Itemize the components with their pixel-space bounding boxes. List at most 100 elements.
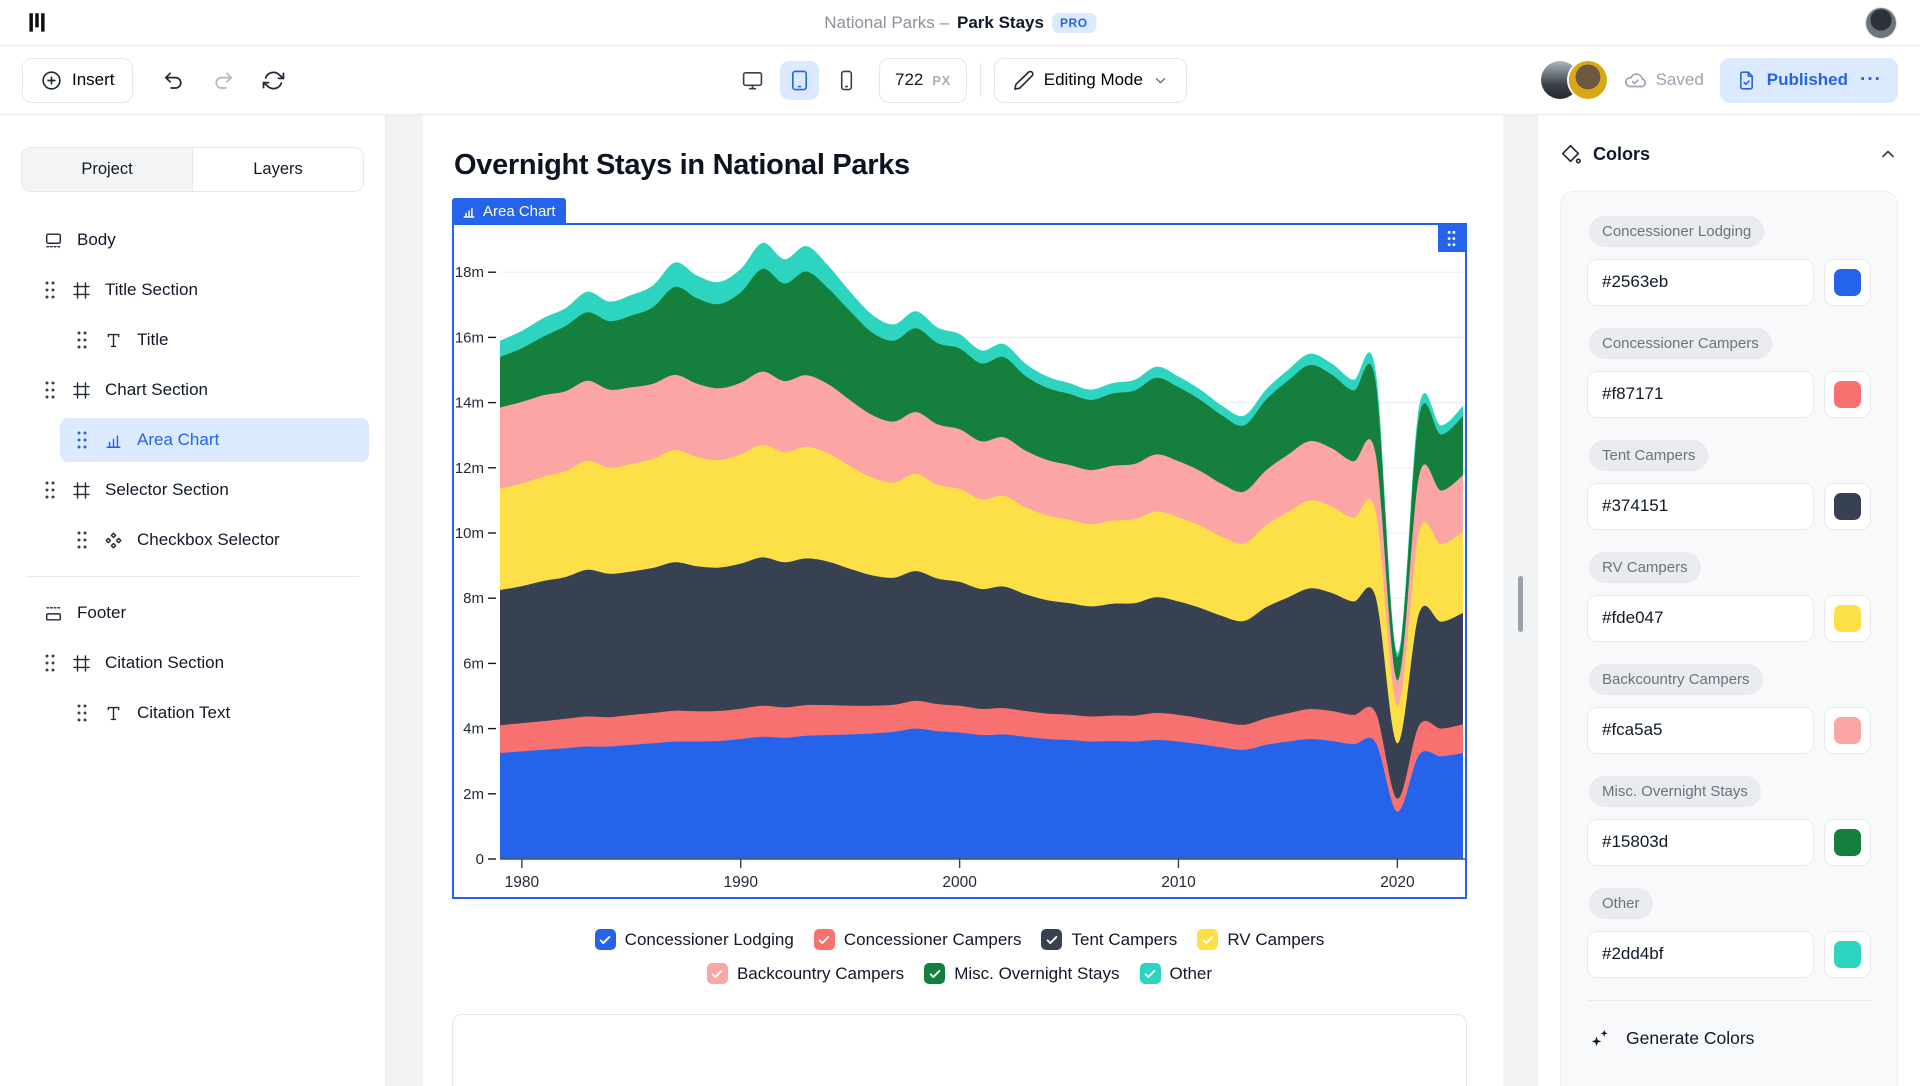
color-hex-input[interactable]: #15803d <box>1587 819 1814 866</box>
sidebar-item-selector-section[interactable]: Selector Section <box>28 468 369 512</box>
sidebar-item-area-chart[interactable]: Area Chart <box>60 418 369 462</box>
area-chart-block[interactable]: Area Chart 0 2m 4m 6m 8m 10m 12m 14m 16m 18m 1980 1… <box>452 198 1467 899</box>
drag-dots-icon[interactable] <box>76 530 88 550</box>
color-label-pill: Concessioner Campers <box>1589 328 1772 359</box>
editing-mode-dropdown[interactable]: Editing Mode <box>993 57 1187 103</box>
insert-button[interactable]: Insert <box>22 57 133 103</box>
sidebar-item-citation-section[interactable]: Citation Section <box>28 641 369 685</box>
app-logo-icon[interactable] <box>24 10 50 36</box>
canvas-width-input[interactable]: 722 PX <box>879 57 967 103</box>
color-swatch[interactable] <box>1824 595 1871 642</box>
color-chip <box>1834 605 1861 632</box>
legend-checkbox-concessioner-lodging[interactable]: Concessioner Lodging <box>594 929 794 950</box>
canvas-scrollbar[interactable] <box>1518 576 1523 632</box>
color-hex-input[interactable]: #2dd4bf <box>1587 931 1814 978</box>
color-label-pill: RV Campers <box>1589 552 1701 583</box>
drag-dots-icon[interactable] <box>44 480 56 500</box>
sidebar-item-body[interactable]: Body <box>28 218 369 262</box>
desktop-view-button[interactable] <box>733 61 772 100</box>
account-avatar[interactable] <box>1866 7 1896 38</box>
drag-dots-icon[interactable] <box>76 430 88 450</box>
color-hex-input[interactable]: #f87171 <box>1587 371 1814 418</box>
sidebar-item-citation-text[interactable]: Citation Text <box>60 691 369 735</box>
tab-project[interactable]: Project <box>22 148 193 191</box>
refresh-icon[interactable] <box>262 69 285 92</box>
color-chip <box>1834 493 1861 520</box>
workspace: Project Layers Body Title Section Title Cha… <box>0 115 1920 1086</box>
legend-checkbox-backcountry-campers[interactable]: Backcountry Campers <box>706 963 904 984</box>
redo-icon[interactable] <box>212 69 235 92</box>
toolbar-right: Saved Published ··· <box>1540 57 1898 103</box>
undo-icon[interactable] <box>162 69 185 92</box>
legend-label: Concessioner Campers <box>843 929 1022 949</box>
sidebar-item-title-section[interactable]: Title Section <box>28 268 369 312</box>
color-hex-input[interactable]: #374151 <box>1587 483 1814 530</box>
legend-label: RV Campers <box>1227 929 1325 949</box>
device-toggle-group <box>733 60 866 100</box>
pencil-icon <box>1013 70 1034 90</box>
drag-dots-icon[interactable] <box>44 653 56 673</box>
sidebar-item-label: Citation Text <box>137 703 231 722</box>
tablet-icon <box>792 70 808 90</box>
frame-icon <box>72 654 91 673</box>
color-swatch[interactable] <box>1824 819 1871 866</box>
drag-dots-icon[interactable] <box>44 380 56 400</box>
y-axis-tick-label: 6m <box>463 655 484 672</box>
sidebar-item-title[interactable]: Title <box>60 318 369 362</box>
color-label-pill: Backcountry Campers <box>1589 664 1763 695</box>
color-hex-input[interactable]: #2563eb <box>1587 259 1814 306</box>
color-hex-input[interactable]: #fde047 <box>1587 595 1814 642</box>
sidebar-item-label: Citation Section <box>105 653 225 672</box>
color-label-pill: Tent Campers <box>1589 440 1709 471</box>
color-row: #15803d <box>1587 819 1871 866</box>
sidebar-item-label: Footer <box>77 603 127 622</box>
sidebar-item-label: Title Section <box>105 280 198 299</box>
legend-checkbox-other[interactable]: Other <box>1139 963 1212 984</box>
color-rows: Concessioner Lodging #2563eb Concessioner … <box>1587 216 1871 978</box>
sidebar-item-checkbox-selector[interactable]: Checkbox Selector <box>60 518 369 562</box>
document-title-prefix: National Parks – <box>824 12 949 32</box>
sidebar-item-footer[interactable]: Footer <box>28 591 369 635</box>
color-hex-input[interactable]: #fca5a5 <box>1587 707 1814 754</box>
phone-icon <box>840 70 853 90</box>
x-axis-tick-label: 2000 <box>942 874 977 891</box>
legend-checkbox-concessioner-campers[interactable]: Concessioner Campers <box>813 929 1022 950</box>
footer-section-placeholder[interactable] <box>452 1014 1467 1086</box>
document-title-main: Park Stays <box>956 12 1044 32</box>
generate-colors-button[interactable]: Generate Colors <box>1587 1001 1871 1049</box>
toolbar-divider <box>979 63 981 97</box>
sidebar-item-chart-section[interactable]: Chart Section <box>28 368 369 412</box>
drag-dots-icon[interactable] <box>44 280 56 300</box>
color-swatch[interactable] <box>1824 259 1871 306</box>
drag-dots-icon[interactable] <box>76 703 88 723</box>
x-axis-tick-label: 2010 <box>1161 874 1196 891</box>
tab-layers[interactable]: Layers <box>193 148 363 191</box>
color-swatch[interactable] <box>1824 707 1871 754</box>
color-swatch[interactable] <box>1824 483 1871 530</box>
drag-dots-icon[interactable] <box>76 330 88 350</box>
drag-handle[interactable] <box>1438 225 1465 252</box>
y-axis-tick-label: 16m <box>455 329 484 346</box>
legend-label: Concessioner Lodging <box>624 929 794 949</box>
layers-sidebar: Project Layers Body Title Section Title Cha… <box>0 115 386 1086</box>
more-options[interactable]: ··· <box>1860 69 1882 90</box>
legend-checkbox-misc-overnight-stays[interactable]: Misc. Overnight Stays <box>924 963 1120 984</box>
published-button[interactable]: Published ··· <box>1719 57 1898 103</box>
checkbox-checked-icon <box>924 963 946 984</box>
chevron-up-icon[interactable] <box>1878 144 1898 164</box>
mobile-view-button[interactable] <box>827 61 866 100</box>
published-label: Published <box>1766 70 1849 89</box>
canvas-width-unit: PX <box>932 72 951 88</box>
paint-icon <box>1561 144 1581 164</box>
color-swatch[interactable] <box>1824 931 1871 978</box>
colors-card: Concessioner Lodging #2563eb Concessioner … <box>1560 191 1898 1086</box>
save-status-label: Saved <box>1655 70 1704 89</box>
color-swatch[interactable] <box>1824 371 1871 418</box>
legend-checkbox-rv-campers[interactable]: RV Campers <box>1197 929 1324 950</box>
x-axis-tick-label: 1990 <box>724 874 759 891</box>
legend-checkbox-tent-campers[interactable]: Tent Campers <box>1041 929 1177 950</box>
y-axis-tick-label: 4m <box>463 721 484 738</box>
page-preview: Overnight Stays in National Parks Area C… <box>423 115 1503 1086</box>
colors-divider <box>1587 1000 1871 1001</box>
tablet-view-button[interactable] <box>780 60 820 100</box>
